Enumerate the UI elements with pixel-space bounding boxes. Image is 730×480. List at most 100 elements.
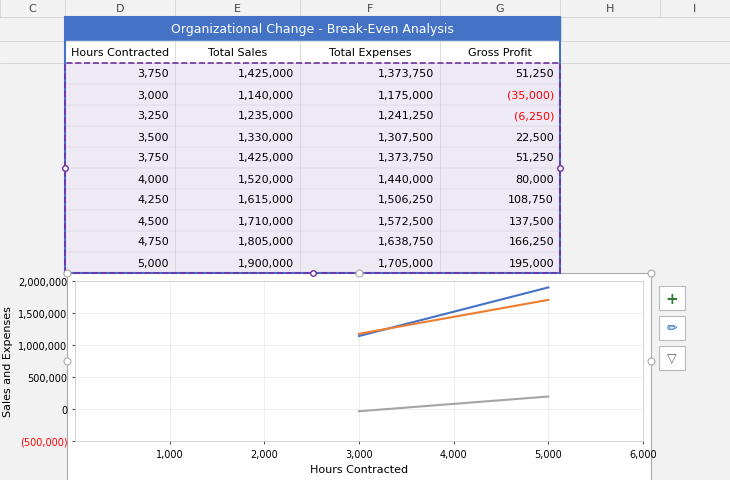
Text: 3,750: 3,750 — [137, 153, 169, 163]
Bar — [65, 106, 560, 127]
Bar — [0, 64, 65, 85]
Bar — [0, 190, 65, 211]
Text: H: H — [606, 4, 614, 14]
Text: 3,000: 3,000 — [137, 90, 169, 100]
Text: 1,307,500: 1,307,500 — [378, 132, 434, 142]
Bar — [0, 42, 65, 64]
Bar — [0, 106, 65, 127]
Text: 137,500: 137,500 — [508, 216, 554, 226]
Bar — [659, 287, 685, 311]
Bar — [560, 42, 730, 64]
Text: 1,615,000: 1,615,000 — [238, 195, 294, 205]
Text: 1,900,000: 1,900,000 — [238, 258, 294, 268]
Text: 3,750: 3,750 — [137, 69, 169, 79]
Text: 1,140,000: 1,140,000 — [238, 90, 294, 100]
Text: Gross Profit: Gross Profit — [468, 48, 532, 58]
Bar — [65, 127, 560, 148]
Text: +: + — [666, 291, 678, 306]
Text: 195,000: 195,000 — [508, 258, 554, 268]
Text: 1,710,000: 1,710,000 — [238, 216, 294, 226]
Bar — [560, 85, 730, 106]
Text: Organizational Change - Break-Even Analysis: Organizational Change - Break-Even Analy… — [171, 24, 454, 36]
Text: 22,500: 22,500 — [515, 132, 554, 142]
Bar — [65, 85, 560, 106]
Bar — [0, 85, 65, 106]
Text: D: D — [116, 4, 124, 14]
Bar — [560, 190, 730, 211]
Bar — [65, 190, 560, 211]
Text: 1,572,500: 1,572,500 — [377, 216, 434, 226]
Text: 5,000: 5,000 — [137, 258, 169, 268]
Text: 4,000: 4,000 — [137, 174, 169, 184]
Text: 1,235,000: 1,235,000 — [238, 111, 294, 121]
Bar — [560, 148, 730, 168]
Text: 1,241,250: 1,241,250 — [377, 111, 434, 121]
Bar — [560, 231, 730, 252]
Bar — [659, 346, 685, 370]
Bar — [65, 18, 560, 42]
Bar — [65, 231, 560, 252]
Text: 1,520,000: 1,520,000 — [238, 174, 294, 184]
Text: 4,500: 4,500 — [137, 216, 169, 226]
Bar — [560, 252, 730, 274]
Text: 1,175,000: 1,175,000 — [378, 90, 434, 100]
Bar — [65, 148, 560, 168]
Text: 1,638,750: 1,638,750 — [377, 237, 434, 247]
Bar — [0, 252, 65, 274]
Bar — [65, 42, 560, 64]
Text: F: F — [366, 4, 373, 14]
Bar — [65, 211, 560, 231]
Bar — [67, 274, 651, 480]
Text: 80,000: 80,000 — [515, 174, 554, 184]
Bar — [0, 211, 65, 231]
Text: 1,373,750: 1,373,750 — [377, 69, 434, 79]
X-axis label: Hours Contracted: Hours Contracted — [310, 464, 408, 474]
Bar — [0, 127, 65, 148]
Text: 51,250: 51,250 — [515, 153, 554, 163]
Text: 1,425,000: 1,425,000 — [238, 69, 294, 79]
Bar — [560, 211, 730, 231]
Text: 4,750: 4,750 — [137, 237, 169, 247]
Text: 51,250: 51,250 — [515, 69, 554, 79]
Text: ▽: ▽ — [667, 352, 677, 365]
Bar — [0, 0, 730, 18]
Bar — [560, 168, 730, 190]
Bar — [560, 18, 730, 42]
Bar — [659, 316, 685, 340]
Bar — [65, 252, 560, 274]
Text: 1,506,250: 1,506,250 — [378, 195, 434, 205]
Text: (6,250): (6,250) — [514, 111, 554, 121]
Text: 166,250: 166,250 — [508, 237, 554, 247]
Text: (35,000): (35,000) — [507, 90, 554, 100]
Bar — [0, 168, 65, 190]
Text: I: I — [694, 4, 696, 14]
Bar — [65, 168, 560, 190]
Text: 1,425,000: 1,425,000 — [238, 153, 294, 163]
Text: 1,440,000: 1,440,000 — [377, 174, 434, 184]
Text: ✏: ✏ — [666, 322, 677, 335]
Text: Total Sales: Total Sales — [208, 48, 267, 58]
Bar — [65, 64, 560, 274]
Bar — [65, 64, 560, 85]
Text: 108,750: 108,750 — [508, 195, 554, 205]
Text: 1,330,000: 1,330,000 — [238, 132, 294, 142]
Text: 1,805,000: 1,805,000 — [238, 237, 294, 247]
Text: G: G — [496, 4, 504, 14]
Text: 4,250: 4,250 — [137, 195, 169, 205]
Bar — [0, 231, 65, 252]
Text: 3,500: 3,500 — [137, 132, 169, 142]
Bar — [0, 18, 65, 42]
Text: C: C — [28, 4, 36, 14]
Bar — [560, 64, 730, 85]
Text: Hours Contracted: Hours Contracted — [71, 48, 169, 58]
Bar — [560, 127, 730, 148]
Text: 1,373,750: 1,373,750 — [377, 153, 434, 163]
Bar — [0, 148, 65, 168]
Y-axis label: Sales and Expenses: Sales and Expenses — [3, 306, 12, 417]
Text: 1,705,000: 1,705,000 — [378, 258, 434, 268]
Bar — [560, 106, 730, 127]
Bar — [0, 277, 730, 477]
Bar — [65, 18, 560, 274]
Text: 3,250: 3,250 — [137, 111, 169, 121]
Text: Total Expenses: Total Expenses — [328, 48, 411, 58]
